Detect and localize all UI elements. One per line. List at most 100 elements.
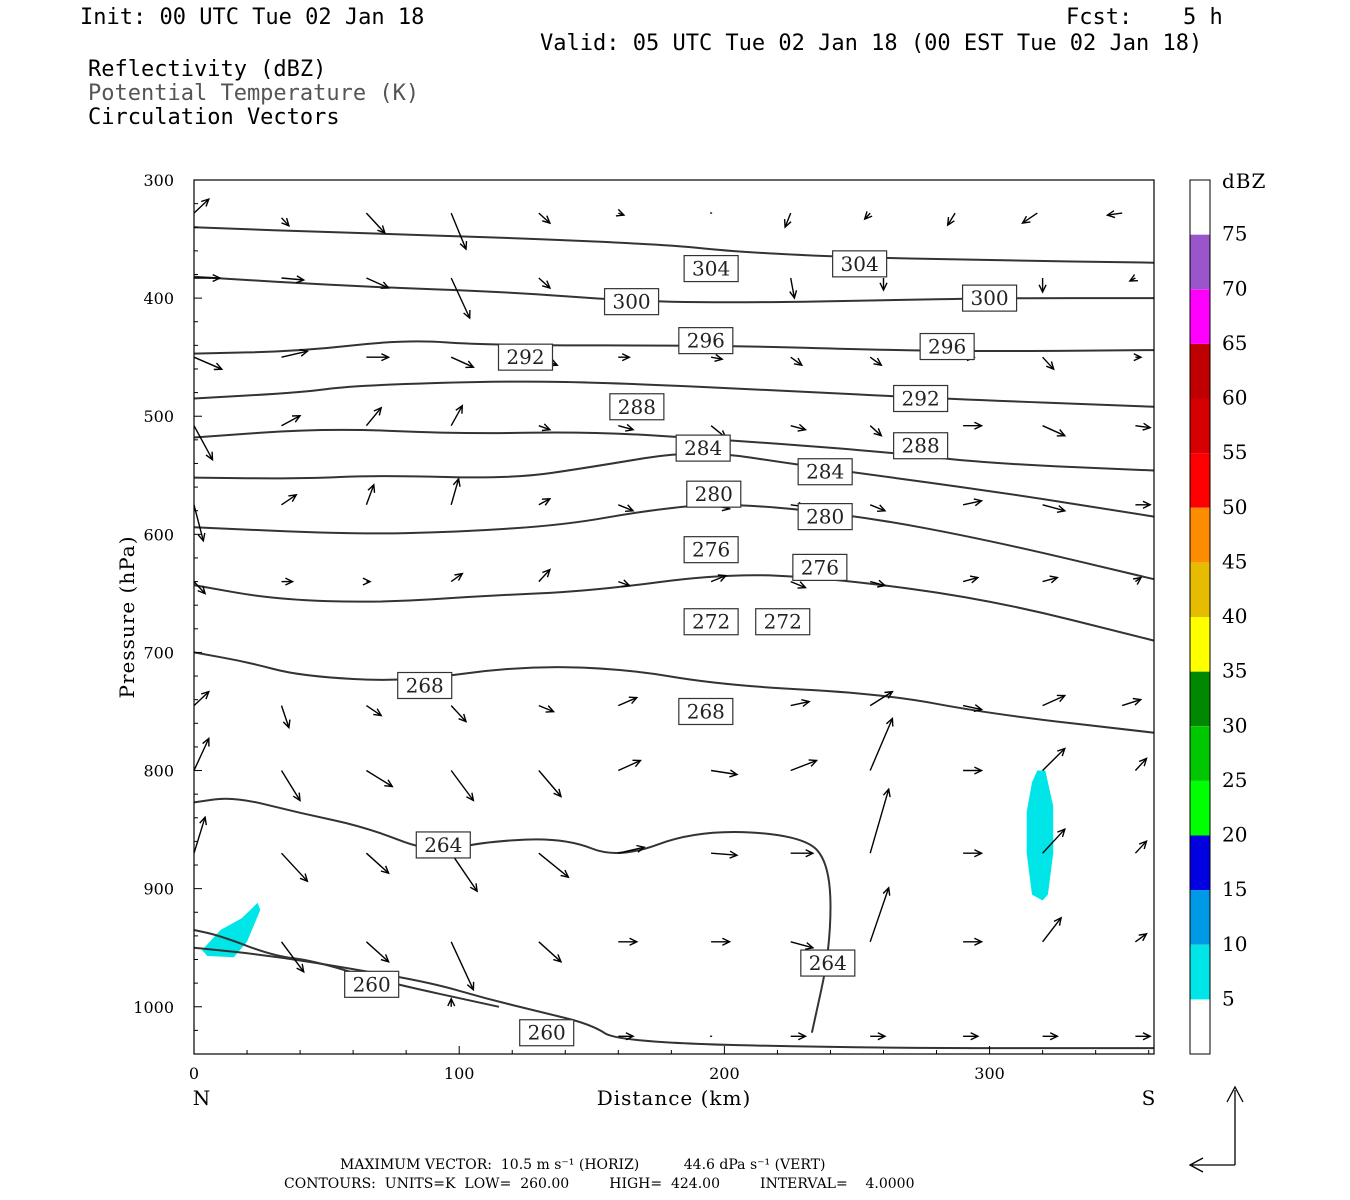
svg-text:260: 260 [353,972,391,996]
x-tick-label: 0 [189,1064,199,1083]
reference-vector-icon [1188,1085,1244,1173]
colorbar-segment [1190,180,1210,235]
circulation-vector [365,941,390,963]
svg-text:284: 284 [684,436,722,460]
colorbar-level-label: 25 [1222,768,1247,792]
circulation-vector [365,483,376,506]
svg-text:296: 296 [928,335,966,359]
circulation-vector [366,277,391,289]
circulation-vector [710,769,739,778]
field-title-reflectivity: Reflectivity (dBZ) [88,57,327,82]
circulation-vector [790,580,807,589]
svg-text:288: 288 [618,395,656,419]
circulation-vector [1042,694,1067,707]
circulation-vector [1134,840,1148,854]
circulation-vector [366,769,394,788]
contour-label-300: 300 [961,284,1018,312]
circulation-vector [869,717,894,771]
colorbar-segment [1190,726,1210,781]
circulation-vector [447,997,456,1007]
colorbar-segment [1190,507,1210,563]
y-tick-label: 500 [143,407,174,426]
svg-text:272: 272 [764,610,802,634]
circulation-vector [538,498,552,506]
circulation-vector [538,852,570,879]
axes-layer: 0 100 200 300 300 400 500 600 700 800 900 1000 [133,171,1150,1083]
circulation-vector [365,852,390,875]
reflectivity-area-1 [202,902,261,958]
circulation-vector [281,275,306,284]
circulation-vector [870,579,887,588]
contour-label-268: 268 [397,671,453,700]
svg-text:276: 276 [801,555,839,579]
contour-label-296: 296 [919,332,975,361]
colorbar-level-label: 35 [1222,659,1247,683]
circulation-vector [362,577,372,586]
colorbar-level-label: 20 [1222,823,1247,847]
x-end-label-north: N [193,1086,212,1110]
colorbar-segment [1190,944,1210,1000]
circulation-vector [1133,353,1143,362]
circulation-vector [710,574,728,583]
colorbar: 5 10 15 20 25 30 35 40 45 50 55 60 65 70 75 [1189,179,1247,1055]
colorbar-segment [1190,999,1210,1054]
colorbar-segment [1190,398,1210,454]
contour-label-260: 260 [519,1019,575,1047]
circulation-vector [946,212,956,227]
circulation-vector [963,421,984,430]
circulation-vector [280,852,309,883]
circulation-vector [280,705,291,730]
circulation-vector [790,356,804,367]
colorbar-segment [1190,835,1210,891]
theta-contour-276 [193,574,1155,642]
colorbar-segment [1190,890,1210,945]
field-title-vectors: Circulation Vectors [88,105,340,130]
circulation-vector [869,787,891,854]
theta-contour-layer [193,226,1155,1050]
circulation-vector [450,212,468,251]
colorbar-segment [1190,453,1210,508]
circulation-vector [365,406,383,427]
colorbar-level-label: 40 [1222,604,1247,628]
svg-text:280: 280 [806,505,844,529]
circulation-vector [450,705,468,723]
circulation-vector [1042,356,1055,371]
contour-label-layer: 304 304 300 300 296 296 292 292 288 288 284 284 280 2… [344,250,1018,1047]
max-vector-note: MAXIMUM VECTOR: 10.5 m s⁻¹ (HORIZ) 44.6 … [340,1157,826,1173]
circulation-vector [790,759,819,772]
contour-label-276: 276 [683,536,739,564]
circulation-vector [281,414,302,427]
circulation-vector [193,815,207,854]
circulation-vector [193,425,214,462]
circulation-vector [618,579,631,588]
circulation-vector [618,1032,635,1041]
circulation-vector [1135,1032,1152,1041]
circulation-vector [618,353,632,362]
circulation-vector [790,849,815,858]
colorbar-frame [1189,179,1211,1055]
svg-text:300: 300 [612,290,650,314]
circulation-vector [193,197,210,214]
circulation-vector [538,568,552,583]
contour-label-268: 268 [678,697,734,726]
svg-text:292: 292 [506,345,544,369]
contour-label-272: 272 [683,608,739,636]
y-tick-label: 400 [143,289,174,308]
colorbar-level-label: 30 [1222,713,1247,737]
circulation-vector [963,937,984,946]
theta-contour-296 [193,340,1155,355]
circulation-vector [450,277,471,320]
colorbar-segment [1190,780,1210,836]
colorbar-level-label: 70 [1222,276,1247,300]
circulation-vector [450,477,461,505]
forecast-label: Fcst: [1066,5,1133,30]
circulation-vector [281,348,309,358]
svg-text:292: 292 [902,387,940,411]
y-tick-label: 900 [143,880,174,899]
circulation-vector [711,937,732,946]
contour-label-280: 280 [686,480,742,508]
circulation-vector [869,425,883,437]
colorbar-level-label: 15 [1222,877,1247,901]
contour-label-288: 288 [893,432,949,460]
